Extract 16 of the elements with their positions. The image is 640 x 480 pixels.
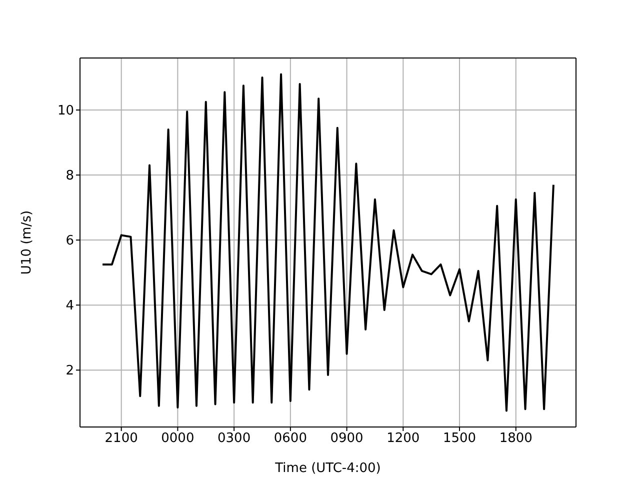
x-tick-label: 2100 (104, 431, 138, 446)
y-tick-label: 4 (66, 298, 74, 314)
x-tick-label: 1200 (386, 431, 420, 446)
x-tick-label: 1500 (442, 431, 476, 446)
y-axis-title: U10 (m/s) (20, 210, 35, 275)
line-series (102, 73, 554, 412)
x-tick-label: 0900 (330, 431, 364, 446)
x-axis-title: Time (UTC-4:00) (274, 461, 381, 476)
y-tick-label: 8 (66, 168, 74, 184)
x-tick-label: 1800 (499, 431, 532, 446)
y-tick-label: 6 (66, 234, 74, 249)
x-tick-label: 0000 (161, 431, 194, 446)
x-tick-label: 0300 (218, 431, 251, 446)
y-tick-label: 2 (66, 364, 74, 379)
x-tick-label: 0600 (274, 431, 307, 446)
y-tick-label: 10 (57, 104, 74, 119)
